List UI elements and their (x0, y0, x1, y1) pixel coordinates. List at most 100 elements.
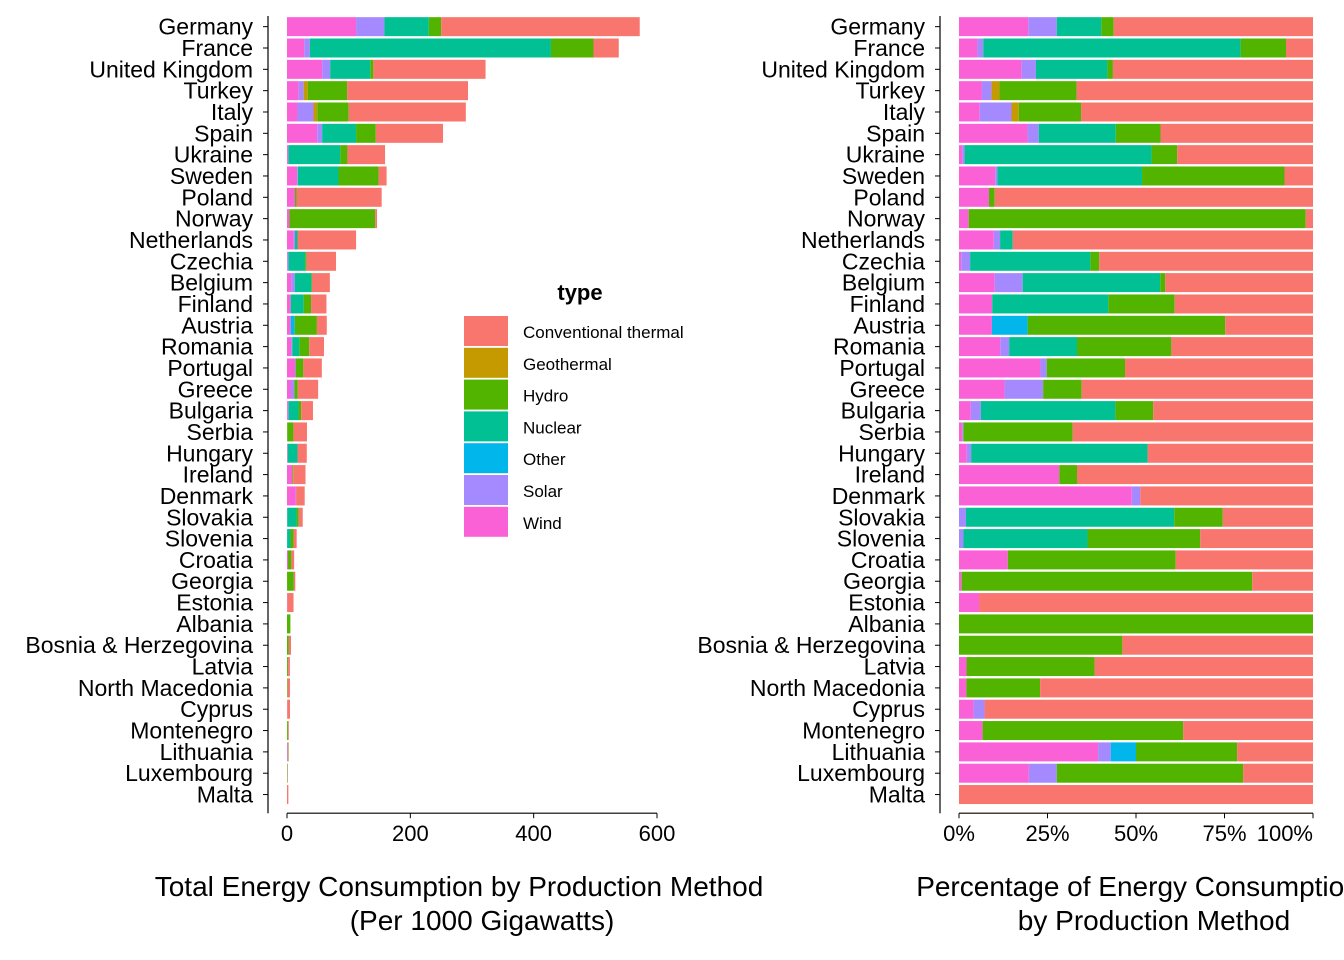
pct-bar-slovenia-conventional-thermal (1200, 529, 1313, 549)
pct-bar-austria-conventional-thermal (1225, 315, 1313, 335)
pct-bar-bulgaria-hydro (1115, 401, 1154, 421)
pct-bar-finland-hydro (1108, 294, 1175, 314)
abs-bar-sweden-conventional-thermal (378, 166, 387, 186)
abs-bar-belgium-solar (291, 273, 295, 293)
pct-bar-hungary-conventional-thermal (1147, 443, 1313, 463)
legend-swatch-geothermal (464, 347, 508, 378)
abs-bar-finland-wind (287, 294, 291, 314)
abs-bar-italy-hydro (317, 102, 349, 122)
pct-bar-albania-hydro (959, 614, 1313, 634)
pct-bar-united-kingdom-wind (959, 59, 1022, 79)
pct-bar-croatia-hydro (1007, 550, 1176, 570)
abs-y-tick-label: Hungary (166, 440, 253, 466)
pct-bar-netherlands-nuclear (1000, 230, 1013, 250)
pct-bar-france-wind (959, 38, 978, 58)
abs-bar-austria-conventional-thermal (316, 315, 327, 335)
pct-bar-austria-wind (959, 315, 992, 335)
pct-y-tick-label: Slovenia (837, 526, 925, 552)
abs-bar-belgium-hydro (311, 273, 312, 293)
abs-y-tick-label: Spain (194, 120, 253, 146)
pct-bar-spain-wind (959, 123, 1028, 143)
abs-bar-croatia-conventional-thermal (291, 550, 295, 570)
pct-bar-bulgaria-solar (970, 401, 981, 421)
abs-bar-cyprus-conventional-thermal (287, 699, 290, 719)
abs-bar-united-kingdom-solar (322, 59, 331, 79)
abs-y-tick-label: Portugal (167, 355, 253, 381)
abs-bar-ireland-conventional-thermal (293, 465, 306, 485)
pct-bar-georgia-hydro (961, 571, 1253, 591)
pct-bar-lithuania-wind (959, 742, 1099, 762)
abs-bar-turkey-geothermal (303, 81, 308, 101)
abs-bar-netherlands-solar (293, 230, 296, 250)
pct-bar-turkey-geothermal (991, 81, 1000, 101)
pct-bar-croatia-conventional-thermal (1175, 550, 1313, 570)
pct-bar-belgium-wind (959, 273, 995, 293)
right-x-axis-title-line-2: by Production Method (1018, 905, 1290, 936)
abs-y-tick-label: Sweden (170, 163, 253, 189)
abs-y-tick-label: North Macedonia (78, 675, 253, 701)
abs-bar-norway-hydro (289, 209, 376, 229)
pct-y-tick-label: Greece (850, 376, 925, 402)
legend-label-other: Other (523, 450, 566, 469)
pct-bar-portugal-wind (959, 358, 1041, 378)
abs-y-tick-label: Ukraine (174, 142, 253, 168)
pct-bar-greece-wind (959, 379, 1005, 399)
abs-bar-germany-solar (356, 17, 385, 37)
abs-y-tick-label: Cyprus (180, 696, 253, 722)
pct-bar-latvia-conventional-thermal (1094, 657, 1313, 677)
pct-bar-norway-wind (959, 209, 969, 229)
legend-label-hydro: Hydro (523, 387, 568, 406)
pct-bar-georgia-conventional-thermal (1252, 571, 1313, 591)
pct-bar-serbia-solar (962, 422, 964, 442)
abs-bar-italy-conventional-thermal (348, 102, 466, 122)
abs-y-tick-label: Italy (211, 99, 254, 125)
abs-bar-austria-other (290, 315, 295, 335)
pct-bar-hungary-solar (966, 443, 972, 463)
pct-bar-croatia-wind (959, 550, 1008, 570)
pct-bar-finland-wind (959, 294, 993, 314)
abs-y-tick-label: Slovenia (165, 526, 253, 552)
pct-bar-sweden-solar (995, 166, 998, 186)
abs-bar-czechia-hydro (305, 251, 307, 271)
pct-y-tick-label: Hungary (838, 440, 925, 466)
pct-bar-lithuania-hydro (1136, 742, 1238, 762)
abs-bar-turkey-solar (298, 81, 304, 101)
pct-y-tick-label: Spain (866, 120, 925, 146)
pct-bar-ukraine-hydro (1151, 145, 1178, 165)
abs-bar-sweden-nuclear (297, 166, 339, 186)
pct-y-tick-label: Germany (830, 14, 925, 40)
abs-bar-slovenia-hydro (290, 529, 294, 549)
abs-y-tick-label: France (181, 35, 253, 61)
pct-bar-spain-solar (1027, 123, 1039, 143)
pct-bar-netherlands-wind (959, 230, 994, 250)
abs-bar-france-conventional-thermal (593, 38, 619, 58)
pct-y-tick-label: Ireland (855, 462, 925, 488)
pct-bar-serbia-hydro (963, 422, 1073, 442)
pct-y-tick-label: North Macedonia (750, 675, 925, 701)
pct-bar-sweden-wind (959, 166, 996, 186)
abs-bar-slovakia-conventional-thermal (298, 507, 303, 527)
left-x-axis-title-line-2: (Per 1000 Gigawatts) (350, 905, 615, 936)
pct-bar-france-conventional-thermal (1286, 38, 1313, 58)
abs-y-tick-label: Slovakia (166, 504, 253, 530)
legend-label-nuclear: Nuclear (523, 418, 582, 437)
abs-bar-denmark-wind (287, 486, 296, 506)
abs-y-tick-label: Bulgaria (169, 398, 254, 424)
abs-bar-poland-wind (287, 187, 296, 207)
pct-bar-ireland-hydro (1059, 465, 1077, 485)
abs-bar-italy-wind (287, 102, 298, 122)
pct-bar-belgium-hydro (1160, 273, 1166, 293)
abs-bar-hungary-nuclear (287, 443, 298, 463)
pct-bar-germany-nuclear (1056, 17, 1102, 37)
abs-bar-poland-hydro (295, 187, 297, 207)
abs-bar-greece-wind (287, 379, 292, 399)
abs-y-tick-label: Croatia (179, 547, 253, 573)
abs-bar-serbia-hydro (287, 422, 294, 442)
legend-label-solar: Solar (523, 482, 563, 501)
pct-y-tick-label: Denmark (832, 483, 926, 509)
abs-bar-france-nuclear (309, 38, 551, 58)
pct-bar-denmark-wind (959, 486, 1132, 506)
abs-y-tick-label: Turkey (184, 78, 254, 104)
pct-y-tick-label: Turkey (856, 78, 926, 104)
abs-bar-ukraine-conventional-thermal (347, 145, 386, 165)
